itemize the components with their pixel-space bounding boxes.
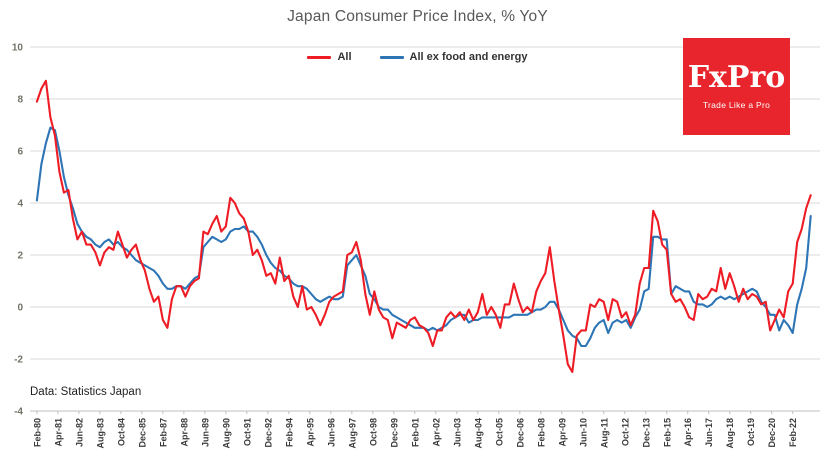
- x-axis-tick-label: Aug-11: [599, 418, 609, 448]
- x-axis-tick-label: Apr-81: [53, 418, 63, 447]
- x-axis-tick-label: Feb-01: [410, 418, 420, 447]
- x-axis-tick-label: Jun-17: [704, 418, 714, 447]
- x-axis-tick-label: Aug-18: [725, 418, 735, 449]
- x-axis-tick-label: Apr-95: [305, 418, 315, 447]
- x-axis-tick-label: Oct-98: [368, 418, 378, 446]
- x-axis-tick-label: Feb-80: [32, 418, 42, 447]
- x-axis-tick-label: Aug-90: [221, 418, 231, 449]
- x-axis-tick-label: Jun-89: [200, 418, 210, 447]
- y-axis-tick-label: 10: [12, 43, 24, 54]
- fxpro-logo: FxPro Trade Like a Pro: [683, 38, 790, 135]
- x-axis-tick-label: Feb-22: [788, 418, 798, 447]
- x-axis-tick-label: Feb-94: [284, 418, 294, 447]
- y-axis-tick-label: 2: [17, 251, 23, 262]
- x-axis-tick-label: Jun-82: [74, 418, 84, 447]
- x-axis-tick-label: Aug-97: [347, 418, 357, 449]
- y-axis-tick-label: -4: [14, 407, 23, 418]
- x-axis-tick-label: Jun-96: [326, 418, 336, 447]
- x-axis-tick-label: Oct-84: [116, 418, 126, 446]
- x-axis-tick-label: Feb-08: [536, 418, 546, 447]
- x-axis-tick-label: Apr-16: [683, 418, 693, 447]
- x-axis-tick-label: Apr-02: [431, 418, 441, 447]
- x-axis-tick-label: Dec-99: [389, 418, 399, 448]
- x-axis-tick-label: Dec-92: [263, 418, 273, 448]
- x-axis-tick-label: Feb-87: [158, 418, 168, 447]
- x-axis-tick-label: Oct-12: [620, 418, 630, 446]
- x-axis-tick-label: Oct-19: [746, 418, 756, 446]
- y-axis-tick-label: -2: [14, 355, 23, 366]
- y-axis-tick-label: 4: [17, 199, 23, 210]
- x-axis-tick-label: Apr-88: [179, 418, 189, 447]
- x-axis-tick-label: Apr-09: [557, 418, 567, 447]
- x-axis-tick-label: Oct-91: [242, 418, 252, 446]
- x-axis-tick-label: Aug-04: [473, 418, 483, 449]
- series-line-all: [35, 79, 812, 374]
- chart-title: Japan Consumer Price Index, % YoY: [287, 8, 548, 25]
- x-axis-tick-label: Dec-85: [137, 418, 147, 448]
- y-axis-tick-label: 6: [17, 147, 23, 158]
- x-axis-tick-label: Aug-83: [95, 418, 105, 449]
- y-axis-tick-label: 8: [17, 95, 23, 106]
- x-axis-tick-label: Dec-13: [641, 418, 651, 448]
- y-axis-tick-label: 0: [17, 303, 23, 314]
- fxpro-logo-tagline: Trade Like a Pro: [702, 100, 771, 110]
- x-axis-tick-label: Dec-20: [767, 418, 777, 448]
- source-note: Data: Statistics Japan: [30, 386, 142, 398]
- x-axis-tick-label: Jun-03: [452, 418, 462, 447]
- fxpro-logo-text: FxPro: [687, 60, 786, 95]
- x-axis-tick-label: Jun-10: [578, 418, 588, 447]
- x-axis-tick-label: Oct-05: [494, 418, 504, 446]
- x-axis-tick-label: Dec-06: [515, 418, 525, 448]
- x-axis-tick-label: Feb-15: [662, 418, 672, 447]
